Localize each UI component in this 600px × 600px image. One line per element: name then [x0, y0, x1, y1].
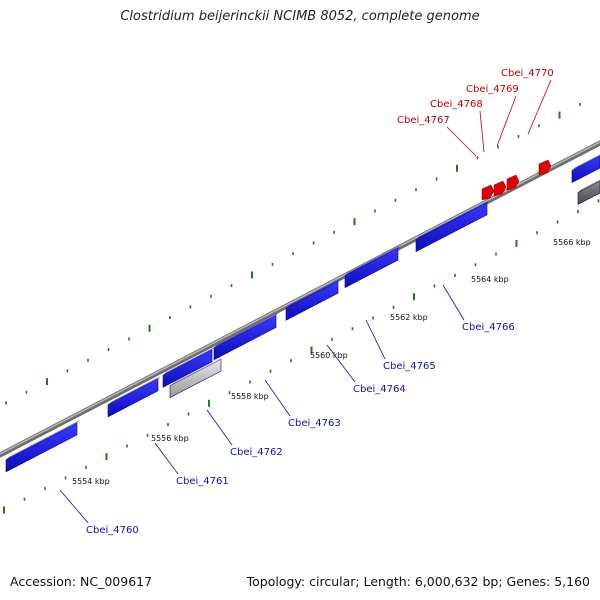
kbp-label: 5556 kbp: [151, 434, 189, 443]
gene-label-Cbei_4770: Cbei_4770: [501, 68, 554, 79]
genome-stats-text: Topology: circular; Length: 6,000,632 bp…: [246, 574, 590, 589]
leader-line: [326, 344, 356, 383]
kbp-label: 5554 kbp: [72, 477, 110, 486]
gene-bar-edge: [571, 155, 600, 184]
gene-bar-Cbei_4765: [344, 247, 399, 289]
gene-bar-Cbei_4766-top: [416, 199, 490, 240]
kbp-label: 5566 kbp: [553, 238, 591, 247]
leader-line: [496, 95, 517, 147]
leader-line: [442, 284, 465, 321]
kbp-label: 5560 kbp: [310, 351, 348, 360]
gene-bar-Cbei_4764-top: [286, 278, 341, 309]
leader-line: [446, 126, 477, 157]
gene-bar-pseudo-top: [170, 356, 224, 386]
gene-label-Cbei_4764: Cbei_4764: [353, 384, 406, 395]
gene-arrow-Cbei_4768: [493, 180, 507, 197]
gene-bar-Cbei_4766: [415, 202, 488, 253]
gene-label-Cbei_4766: Cbei_4766: [462, 322, 515, 333]
gene-bar-edge-top: [572, 154, 600, 171]
gene-bar-Cbei_4765-top: [345, 245, 401, 276]
gene-arrow-Cbei_4770: [538, 159, 552, 176]
gene-bar-dark: [577, 180, 600, 205]
leader-line: [527, 79, 552, 135]
leader-line: [154, 442, 179, 475]
gene-bar-Cbei_4763: [213, 314, 277, 361]
leader-line: [206, 409, 233, 446]
gene-label-Cbei_4760: Cbei_4760: [86, 525, 139, 536]
accession-text: Accession: NC_009617: [10, 574, 153, 589]
gene-label-Cbei_4765: Cbei_4765: [383, 361, 436, 372]
kbp-label: 5558 kbp: [231, 392, 269, 401]
gene-label-Cbei_4762: Cbei_4762: [230, 447, 283, 458]
gene-arrow-Cbei_4769: [506, 174, 520, 191]
kbp-label: 5562 kbp: [390, 313, 428, 322]
leader-line: [59, 489, 89, 524]
leader-line: [479, 110, 485, 153]
gene-bar-Cbei_4760-top: [6, 419, 80, 460]
gene-bar-Cbei_4761-top: [108, 375, 161, 405]
leader-line: [264, 379, 291, 417]
backbone-line: [0, 140, 600, 458]
gene-label-Cbei_4768: Cbei_4768: [430, 99, 483, 110]
page-title: Clostridium beijerinckii NCIMB 8052, com…: [120, 9, 480, 24]
gene-bar-Cbei_4763-top: [214, 312, 279, 348]
kbp-label: 5564 kbp: [471, 275, 509, 284]
gene-label-Cbei_4761: Cbei_4761: [176, 476, 229, 487]
gene-bar-Cbei_4762-top: [163, 346, 215, 376]
leader-line: [365, 319, 386, 360]
gene-arrow-Cbei_4767: [481, 184, 495, 201]
gene-label-Cbei_4767: Cbei_4767: [397, 115, 450, 126]
gene-label-Cbei_4769: Cbei_4769: [466, 84, 519, 95]
gene-label-Cbei_4763: Cbei_4763: [288, 418, 341, 429]
gene-bar-dark-top: [578, 179, 600, 193]
